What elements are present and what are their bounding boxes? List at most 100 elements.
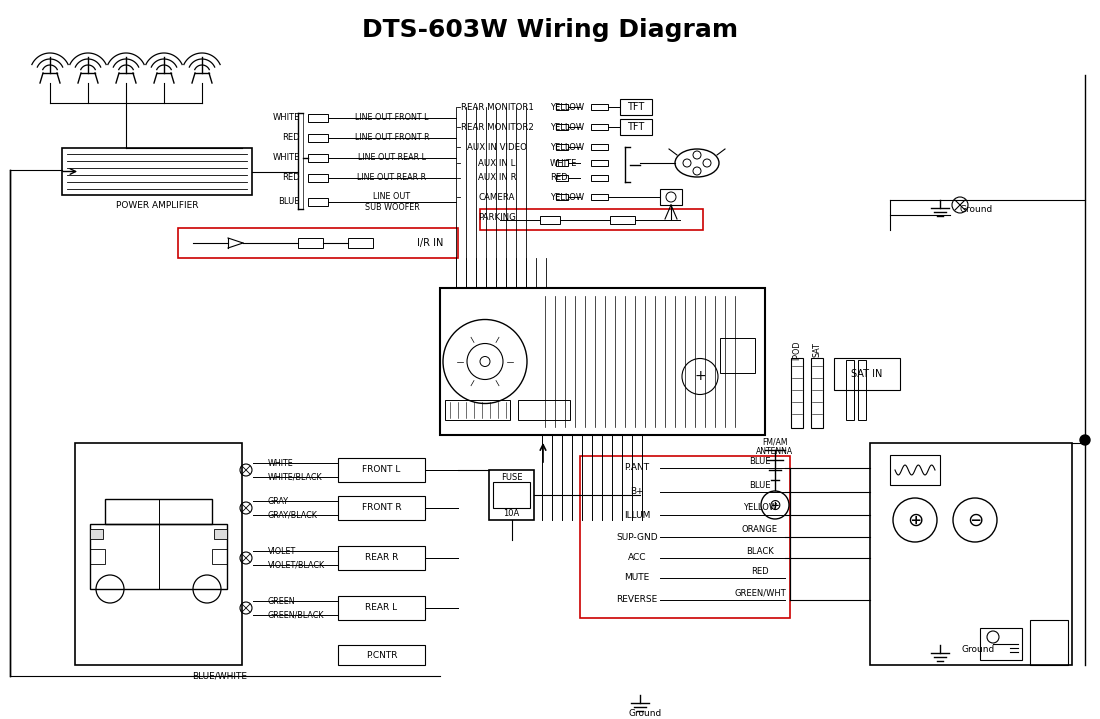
Bar bbox=[338, 596, 425, 620]
Bar bbox=[62, 148, 252, 195]
Text: IPOD: IPOD bbox=[792, 340, 802, 360]
Bar bbox=[214, 529, 227, 539]
Bar bbox=[338, 458, 425, 482]
Bar bbox=[556, 160, 568, 166]
Bar bbox=[490, 470, 534, 520]
Text: YELLOW: YELLOW bbox=[550, 103, 584, 111]
Text: REAR L: REAR L bbox=[365, 603, 397, 613]
Bar bbox=[591, 160, 608, 166]
Bar bbox=[90, 524, 227, 589]
Bar bbox=[90, 549, 104, 564]
Bar bbox=[556, 175, 568, 181]
Text: FRONT R: FRONT R bbox=[362, 503, 402, 513]
Text: GRAY: GRAY bbox=[268, 497, 289, 505]
Text: LINE OUT FRONT R: LINE OUT FRONT R bbox=[354, 134, 429, 142]
Text: Ground: Ground bbox=[628, 708, 661, 718]
Text: BLUE/WHITE: BLUE/WHITE bbox=[192, 672, 248, 680]
Text: SAT: SAT bbox=[813, 342, 822, 357]
Text: VIOLET: VIOLET bbox=[268, 546, 296, 556]
Text: 10A: 10A bbox=[504, 508, 519, 518]
Bar bbox=[556, 194, 568, 200]
Text: LINE OUT REAR L: LINE OUT REAR L bbox=[358, 153, 426, 162]
Text: ⊖: ⊖ bbox=[967, 510, 983, 529]
Bar bbox=[212, 549, 227, 564]
Text: REAR MONITOR1: REAR MONITOR1 bbox=[461, 103, 534, 111]
Bar bbox=[446, 400, 510, 420]
Bar bbox=[348, 238, 373, 248]
Text: FRONT L: FRONT L bbox=[362, 465, 400, 475]
Bar bbox=[870, 443, 1072, 665]
Text: POWER AMPLIFIER: POWER AMPLIFIER bbox=[116, 201, 198, 209]
Text: P.ANT: P.ANT bbox=[625, 464, 650, 472]
Text: AUX IN L: AUX IN L bbox=[478, 158, 516, 168]
Bar bbox=[591, 194, 608, 200]
Bar bbox=[178, 228, 458, 258]
Text: WHITE: WHITE bbox=[273, 114, 300, 122]
Bar bbox=[308, 134, 328, 142]
Text: SUP-GND: SUP-GND bbox=[616, 533, 658, 541]
Text: I/R IN: I/R IN bbox=[417, 238, 443, 248]
Text: YELLOW: YELLOW bbox=[742, 503, 777, 513]
Text: WHITE: WHITE bbox=[273, 153, 300, 162]
Bar bbox=[75, 443, 242, 665]
Bar bbox=[610, 216, 635, 224]
Text: REAR R: REAR R bbox=[365, 554, 398, 562]
Bar bbox=[980, 628, 1022, 660]
Bar bbox=[338, 645, 425, 665]
Text: YELLOW: YELLOW bbox=[550, 122, 584, 132]
Bar bbox=[556, 124, 568, 130]
Text: FM/AM: FM/AM bbox=[762, 437, 788, 446]
Bar bbox=[660, 189, 682, 205]
Text: B+: B+ bbox=[630, 487, 644, 497]
Bar bbox=[338, 496, 425, 520]
Text: DTS-603W Wiring Diagram: DTS-603W Wiring Diagram bbox=[362, 18, 738, 42]
Bar bbox=[308, 154, 328, 162]
Bar bbox=[308, 114, 328, 122]
Text: TFT: TFT bbox=[627, 122, 645, 132]
Bar bbox=[720, 338, 755, 373]
Text: AUX IN VIDEO: AUX IN VIDEO bbox=[468, 142, 527, 152]
Bar bbox=[308, 174, 328, 182]
Bar bbox=[580, 456, 790, 618]
Bar bbox=[791, 358, 803, 428]
Bar bbox=[811, 358, 823, 428]
Bar bbox=[620, 99, 652, 115]
Bar bbox=[1030, 620, 1068, 665]
Text: ORANGE: ORANGE bbox=[742, 526, 778, 534]
Bar bbox=[591, 144, 608, 150]
Text: TFT: TFT bbox=[627, 102, 645, 112]
Bar bbox=[480, 209, 703, 230]
Text: ⊕: ⊕ bbox=[769, 498, 781, 513]
Text: RED: RED bbox=[283, 173, 300, 183]
Text: PARKING: PARKING bbox=[478, 214, 516, 222]
Text: BLUE: BLUE bbox=[749, 457, 771, 465]
Text: SAT IN: SAT IN bbox=[851, 369, 882, 379]
Bar bbox=[518, 400, 570, 420]
Text: FUSE: FUSE bbox=[500, 472, 522, 482]
Text: WHITE: WHITE bbox=[268, 459, 294, 467]
Text: LINE OUT FRONT L: LINE OUT FRONT L bbox=[355, 114, 429, 122]
Text: RED: RED bbox=[751, 567, 769, 575]
Text: BLUE: BLUE bbox=[278, 198, 300, 206]
Bar bbox=[556, 104, 568, 110]
Text: Ground: Ground bbox=[962, 644, 996, 654]
Text: GREEN/BLACK: GREEN/BLACK bbox=[268, 610, 324, 620]
Bar bbox=[298, 238, 323, 248]
Text: VIOLET/BLACK: VIOLET/BLACK bbox=[268, 561, 326, 569]
Text: ACC: ACC bbox=[628, 554, 647, 562]
Text: Ground: Ground bbox=[960, 206, 993, 214]
Text: ILLUM: ILLUM bbox=[624, 510, 650, 520]
Text: +: + bbox=[694, 370, 706, 383]
Bar bbox=[338, 546, 425, 570]
Bar bbox=[620, 119, 652, 135]
Bar bbox=[493, 482, 530, 508]
Text: ANTENNA: ANTENNA bbox=[757, 447, 793, 457]
Bar bbox=[90, 529, 103, 539]
Bar bbox=[591, 175, 608, 181]
Bar bbox=[834, 358, 900, 390]
Bar bbox=[556, 144, 568, 150]
Text: LINE OUT
SUB WOOFER: LINE OUT SUB WOOFER bbox=[364, 192, 419, 211]
Text: BLUE: BLUE bbox=[749, 480, 771, 490]
Text: YELLOW: YELLOW bbox=[550, 193, 584, 201]
Text: GREEN: GREEN bbox=[268, 597, 296, 605]
